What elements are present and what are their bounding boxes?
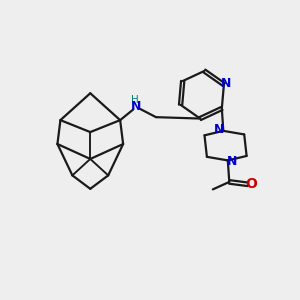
Text: N: N [227,155,238,168]
Text: H: H [131,95,139,105]
Text: N: N [131,100,142,113]
Text: O: O [245,177,257,191]
Text: N: N [214,123,224,136]
Text: N: N [221,77,232,90]
